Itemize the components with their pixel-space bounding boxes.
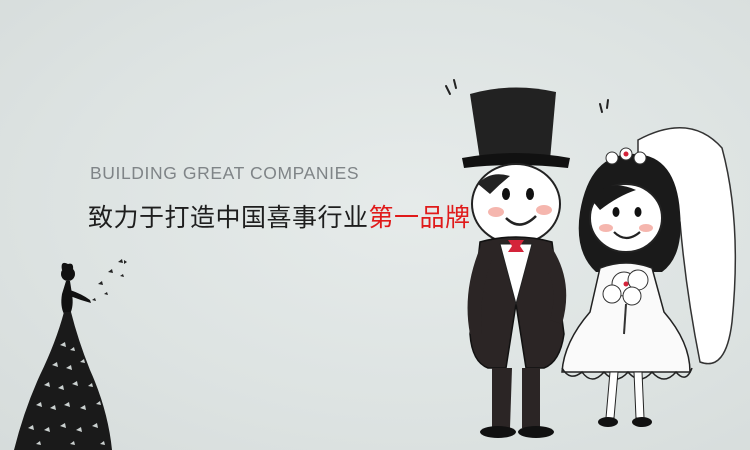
cartoon-couple-illustration xyxy=(445,79,737,438)
chinese-tagline: 致力于打造中国喜事行业第一品牌 xyxy=(88,198,471,234)
english-tagline: BUILDING GREAT COMPANIES xyxy=(90,163,360,183)
groom-figure xyxy=(462,87,570,438)
butterfly-icon xyxy=(92,259,127,301)
chinese-tagline-main: 致力于打造中国喜事行业 xyxy=(88,203,369,232)
bouquet-icon xyxy=(602,269,649,335)
bride-figure xyxy=(561,127,737,427)
chinese-tagline-accent: 第一品牌 xyxy=(368,203,471,232)
sparkle-icon xyxy=(445,79,609,113)
bride-silhouette-illustration xyxy=(14,259,127,450)
